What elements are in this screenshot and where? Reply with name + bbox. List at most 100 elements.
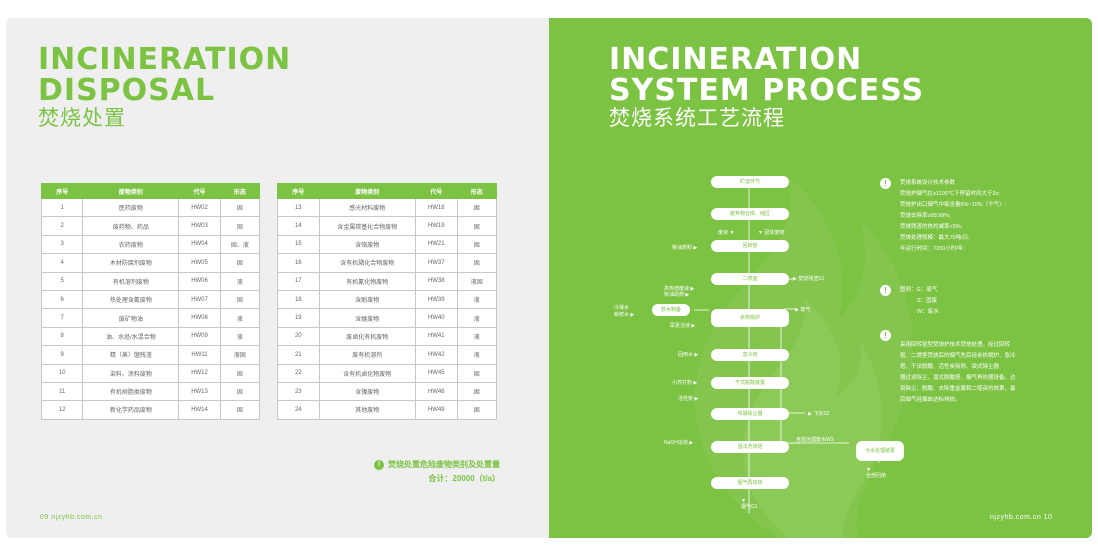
cell-index: 5: [40, 271, 84, 291]
info-legend: 图例：G：废气 S：固废 W：废水: [900, 287, 939, 315]
left-page-number: 09 njzyhb.com.cn: [40, 514, 103, 521]
left-title-en-line2: DISPOSAL: [38, 73, 216, 108]
cell-index: 22: [277, 363, 320, 383]
table-row: 3 农药废物 HW04 固、液: [40, 234, 261, 255]
cell-category: 新化学药品废物: [82, 400, 180, 420]
header-code: 代号: [178, 183, 221, 199]
flow-box-bag-filter: 布袋除尘器: [711, 408, 789, 420]
label-activated-carbon: 活性炭 ▶: [678, 396, 699, 402]
table-row: 11 有机树脂类废物 HW13 固: [40, 381, 261, 402]
cell-category: 其他废物: [318, 400, 416, 420]
cell-category: 含酚废物: [318, 289, 416, 310]
cell-index: 21: [277, 345, 320, 365]
cell-code: HW38: [414, 271, 458, 291]
label-fuel: 柴油燃料 ▶: [672, 245, 698, 251]
cell-category: 有机溶剂废物: [82, 271, 180, 291]
label-steam: ▶ 蒸气: [795, 307, 811, 313]
info-design-params: 焚烧系统设计技术参数 焚烧炉烟气在≥1100℃下停留时间大于2s; 焚烧炉出口烟…: [900, 180, 1007, 252]
cell-form: 固: [456, 363, 498, 383]
cell-code: HW39: [414, 289, 458, 310]
flow-box-secondary-chamber: 二燃室: [711, 273, 789, 285]
cell-category: 有机树脂类废物: [82, 381, 180, 402]
cell-category: 有机氰化物废物: [318, 271, 416, 291]
cell-form: 固、液: [219, 234, 261, 255]
table-row: 20 废卤化有机废物 HW41 液: [277, 326, 498, 347]
cell-form: 液: [456, 326, 498, 347]
label-diesel-assist: 柴油助燃 ▶: [664, 292, 690, 298]
cell-code: HW14: [178, 400, 221, 420]
table-row: 18 含酚废物 HW39 液: [277, 289, 498, 310]
cell-index: 20: [277, 326, 320, 347]
label-salt-wastewater: 含盐治理废水W3: [796, 437, 834, 443]
table-row: 4 木材防腐剂废物 HW05 固: [40, 253, 261, 273]
cell-code: HW16: [414, 197, 458, 218]
exclamation-icon: !: [374, 459, 384, 470]
cell-form: 液: [456, 345, 498, 365]
cell-category: 含有机卤化物废物: [318, 363, 416, 383]
cell-index: 3: [40, 234, 84, 255]
cell-form: 固: [219, 400, 261, 420]
cell-form: 固: [219, 363, 261, 383]
cell-category: 农药废物: [82, 234, 180, 255]
cell-index: 4: [40, 253, 84, 273]
cell-category: 精（蒸）馏残渣: [82, 345, 180, 365]
header-form: 形态: [456, 183, 498, 199]
flow-box-quench-tower: 急冷塔: [711, 349, 789, 361]
table-row: 10 染料、涂料废物 HW12 固: [40, 363, 261, 383]
label-flue-gas: ▼ 烟气G1: [741, 498, 758, 510]
cell-index: 13: [277, 197, 320, 218]
right-page-number: njzyhb.com.cn 10: [990, 514, 1053, 521]
table-row: 13 感光材料废物 HW16 固: [277, 197, 498, 218]
flow-box-wet-scrubber: 湿法洗涤塔: [711, 441, 789, 453]
left-title-cn: 焚烧处置: [38, 107, 126, 130]
cell-form: 液固: [219, 345, 261, 365]
cell-index: 14: [277, 216, 320, 236]
table-row: 15 含铬废物 HW21 固: [277, 234, 498, 255]
table-row: 7 废矿物油 HW08 液: [40, 308, 261, 328]
cell-form: 固: [456, 381, 498, 402]
cell-form: 液: [456, 308, 498, 328]
cell-code: HW11: [178, 345, 221, 365]
waste-table-right: 序号 废物类别 代号 形态 13 感光材料废物 HW16 固 14 含金属羰基化合物废物 H…: [277, 183, 498, 420]
cell-category: 废有机溶剂: [318, 345, 416, 365]
flow-box-wastewater-treatment: 污水处理装置: [856, 441, 904, 461]
label-liquid: 废液 ▼: [718, 230, 735, 236]
cell-category: 医药废物: [82, 197, 180, 218]
label-condensate: 冷凝水: [614, 305, 630, 311]
cell-index: 7: [40, 308, 84, 328]
table-row: 2 废药物、药品 HW03 固: [40, 216, 261, 236]
table-row: 21 废有机溶剂 HW42 液: [277, 345, 498, 365]
cell-code: HW09: [178, 326, 221, 347]
header-index: 序号: [277, 183, 320, 199]
flow-box-waste-heat-boiler: 余热锅炉: [711, 309, 789, 327]
cell-code: HW46: [414, 381, 458, 402]
cell-index: 18: [277, 289, 320, 310]
label-recirc-water: 回用水 ▶: [678, 352, 699, 358]
cell-form: 固: [456, 253, 498, 273]
cell-code: HW41: [414, 326, 458, 347]
header-form: 形态: [219, 183, 261, 199]
left-title-block: INCINERATION DISPOSAL 焚烧处置: [38, 44, 291, 132]
table-row: 5 有机溶剂废物 HW06 液: [40, 271, 261, 291]
right-title-block: INCINERATION SYSTEM PROCESS 焚烧系统工艺流程: [609, 44, 924, 132]
cell-code: HW04: [178, 234, 221, 255]
cell-form: 固: [219, 253, 261, 273]
right-title-cn: 焚烧系统工艺流程: [609, 107, 785, 130]
cell-code: HW06: [178, 271, 221, 291]
cell-code: HW13: [178, 381, 221, 402]
header-category: 废物类别: [82, 183, 180, 199]
table-row: 16 含有机磷化合物废物 HW37 固: [277, 253, 498, 273]
cell-code: HW03: [178, 216, 221, 236]
flow-box-rotary-kiln: 回转窑: [711, 240, 789, 252]
cell-category: 含金属羰基化合物废物: [318, 216, 416, 236]
flow-box-reheat: 烟气再加热: [711, 477, 789, 489]
label-full-reuse: ▼ 全部回用: [866, 467, 887, 479]
cell-code: HW49: [414, 400, 458, 420]
left-title-en-line1: INCINERATION: [38, 42, 292, 77]
right-title-en-line2: SYSTEM PROCESS: [609, 73, 925, 108]
cell-category: 含镍废物: [318, 381, 416, 402]
cell-category: 含醚废物: [318, 308, 416, 328]
cell-form: 固: [219, 197, 261, 218]
cell-category: 含铬废物: [318, 234, 416, 255]
